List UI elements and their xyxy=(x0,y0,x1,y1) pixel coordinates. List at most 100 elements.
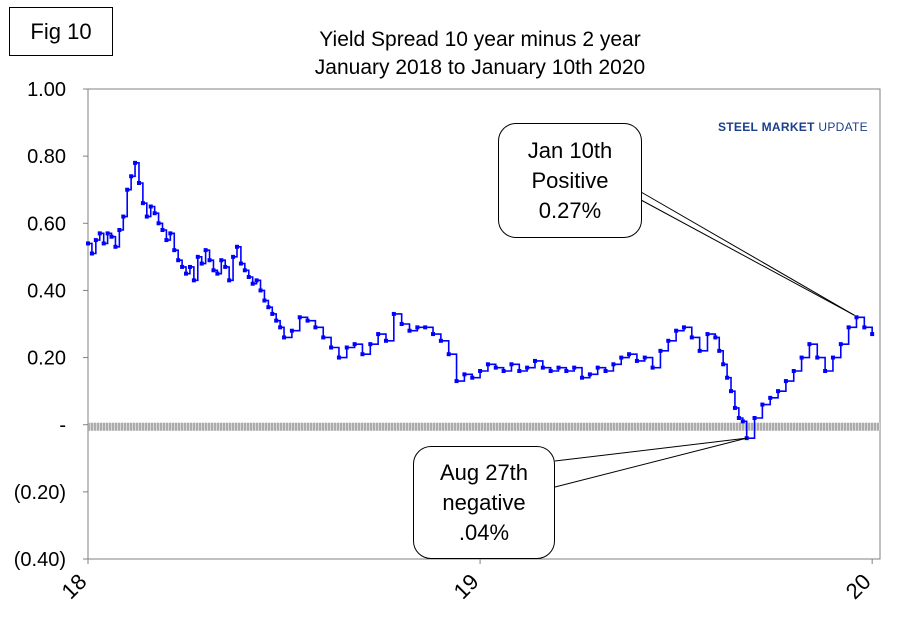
data-point xyxy=(399,322,404,326)
data-point xyxy=(93,238,98,243)
y-tick-label: (0.20) xyxy=(14,482,66,504)
data-point xyxy=(776,389,781,394)
data-point xyxy=(846,325,851,330)
data-point xyxy=(532,358,537,363)
data-point xyxy=(207,258,212,263)
data-point xyxy=(89,251,94,256)
data-point xyxy=(446,352,451,357)
data-point xyxy=(485,362,490,367)
data-point xyxy=(548,369,553,373)
data-point xyxy=(136,181,141,185)
data-point xyxy=(854,315,859,320)
y-tick-label: 0.20 xyxy=(27,348,66,370)
data-point xyxy=(729,389,734,394)
data-point xyxy=(407,328,412,333)
data-point xyxy=(152,211,157,216)
data-point xyxy=(689,335,694,340)
data-point xyxy=(234,244,239,249)
data-point xyxy=(270,311,275,316)
data-point xyxy=(830,355,835,360)
data-point xyxy=(815,355,820,360)
y-tick-label: 0.80 xyxy=(27,146,66,168)
data-point xyxy=(376,332,381,337)
data-point xyxy=(262,298,267,303)
callout-aug-value: .04% xyxy=(458,519,510,545)
data-point xyxy=(383,338,388,343)
data-point xyxy=(329,345,334,350)
callout-aug-date: Aug 27th xyxy=(439,459,529,485)
plot-area xyxy=(87,88,881,560)
data-point xyxy=(611,362,616,367)
data-point xyxy=(140,201,145,206)
data-point xyxy=(658,348,663,353)
data-point xyxy=(195,254,200,259)
callout-jan-pointer xyxy=(640,199,855,316)
data-point xyxy=(587,372,592,377)
data-point xyxy=(634,358,639,363)
data-point xyxy=(86,241,90,246)
data-point xyxy=(725,375,730,380)
data-point xyxy=(180,264,185,269)
data-point xyxy=(160,228,165,232)
data-point xyxy=(517,369,522,373)
data-point xyxy=(274,318,279,323)
data-point xyxy=(823,369,828,373)
callout-jan-10th: Jan 10th Positive 0.27% xyxy=(498,123,642,238)
data-point xyxy=(478,369,483,373)
callout-jan-value: 0.27% xyxy=(538,197,602,223)
data-point xyxy=(148,204,153,209)
data-point xyxy=(156,221,161,226)
x-tick-label: 18 xyxy=(57,569,92,604)
data-point xyxy=(674,328,679,333)
y-tick-label: (0.40) xyxy=(14,549,66,571)
data-point xyxy=(97,231,102,236)
data-point xyxy=(603,369,608,373)
data-point xyxy=(799,355,804,360)
data-point xyxy=(642,355,647,360)
data-point xyxy=(681,325,686,330)
y-tick-label: 0.60 xyxy=(27,213,66,235)
callout-jan-date: Jan 10th xyxy=(527,137,613,163)
data-point xyxy=(129,174,134,179)
data-point xyxy=(121,214,126,219)
data-point xyxy=(321,335,326,340)
data-point xyxy=(113,244,118,249)
data-point xyxy=(666,338,671,343)
zero-band xyxy=(88,422,880,431)
data-point xyxy=(336,355,341,360)
data-point xyxy=(438,338,443,343)
data-point xyxy=(289,328,294,333)
data-point xyxy=(246,275,251,279)
data-point xyxy=(313,325,318,330)
data-point xyxy=(564,369,569,373)
data-point xyxy=(717,348,722,353)
chart-title-line-1: Yield Spread 10 year minus 2 year xyxy=(319,28,641,51)
data-point xyxy=(203,248,208,253)
data-point xyxy=(305,318,310,323)
y-tick-label: 0.40 xyxy=(27,280,66,302)
data-point xyxy=(187,264,192,269)
steel-market-update-logo: STEEL MARKET UPDATE xyxy=(718,120,868,134)
data-point xyxy=(211,268,216,273)
data-point xyxy=(254,278,259,283)
zero-band-ticks xyxy=(88,422,879,431)
data-point xyxy=(391,311,396,316)
data-point xyxy=(525,365,530,370)
data-point xyxy=(862,325,867,330)
data-point xyxy=(266,305,271,310)
data-point xyxy=(713,335,718,340)
x-tick-label: 20 xyxy=(841,569,876,604)
data-point xyxy=(760,402,765,407)
data-point xyxy=(572,365,577,370)
data-point xyxy=(352,342,357,347)
data-point xyxy=(740,419,745,424)
data-point xyxy=(462,372,467,377)
data-point xyxy=(360,352,365,357)
data-point xyxy=(172,248,177,253)
data-point xyxy=(580,375,585,380)
data-point xyxy=(191,278,196,283)
data-point xyxy=(242,268,247,273)
data-point xyxy=(415,325,420,330)
data-point xyxy=(650,365,655,370)
series-line xyxy=(88,162,873,439)
